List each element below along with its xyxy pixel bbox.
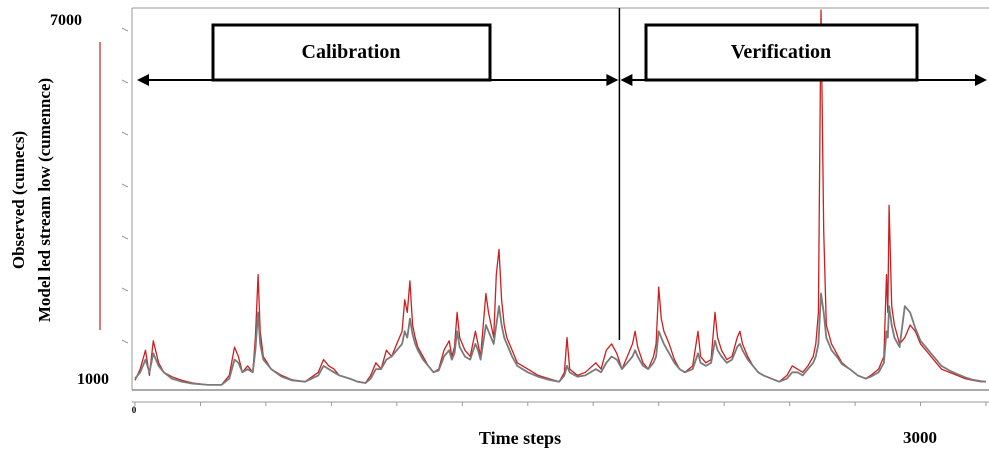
y-axis-title-line1: Observed (cumecs) [9, 131, 28, 269]
observed-series-line [134, 9, 986, 386]
y-minor-tick [121, 79, 129, 84]
y-minor-tick [121, 131, 129, 136]
modelled-series-line [134, 292, 987, 386]
calibration-label: Calibration [302, 41, 401, 63]
arrow-head-right [606, 74, 619, 86]
calibration-label-box [211, 23, 492, 82]
y-minor-tick [121, 235, 129, 240]
x-axis-minor-ticks [134, 402, 987, 406]
y-axis-title-line2: Model led stream low (cumennce) [35, 78, 54, 322]
y-axis-minor-ticks [121, 27, 129, 344]
verification-label-box [644, 23, 919, 82]
x-tick-label-start: 0 [132, 405, 137, 415]
arrow-head-left [137, 74, 149, 86]
y-tick-label-max: 7000 [50, 12, 82, 29]
x-tick-label-end: 3000 [903, 428, 937, 447]
verification-label: Verification [731, 41, 831, 63]
arrow-head-right [975, 74, 987, 86]
y-minor-tick [121, 27, 129, 32]
y-minor-tick [121, 183, 129, 188]
y-minor-tick [121, 287, 129, 292]
arrow-head-left [620, 74, 633, 86]
y-minor-tick [121, 339, 129, 344]
y-tick-label-min: 1000 [77, 371, 109, 388]
series-layer [134, 9, 987, 386]
x-axis-title: Time steps [479, 428, 561, 448]
